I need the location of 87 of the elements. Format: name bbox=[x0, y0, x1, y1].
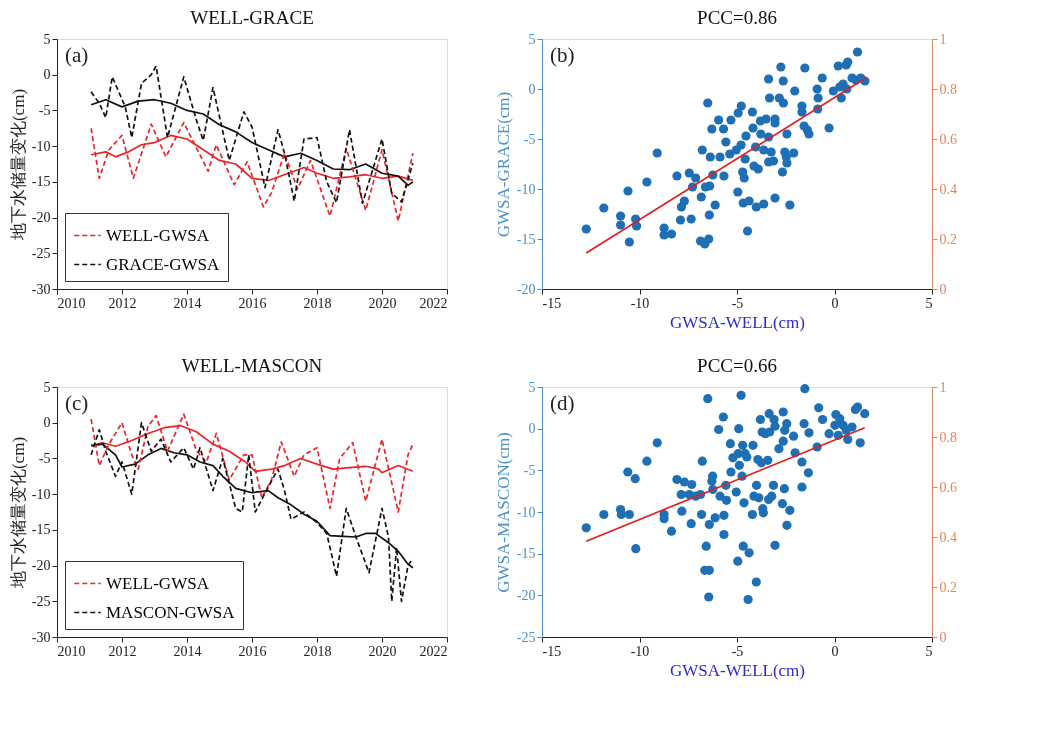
y-tick-label: 0 bbox=[43, 415, 51, 431]
x-tick-label: 2012 bbox=[108, 295, 137, 311]
x-tick-label: 2016 bbox=[238, 295, 267, 311]
y2-tick-label: 0.6 bbox=[939, 479, 957, 495]
y2-tick-label: 0.8 bbox=[939, 81, 957, 97]
line-series bbox=[90, 421, 414, 603]
line-series bbox=[90, 65, 414, 205]
y-tick-label: 0 bbox=[43, 67, 51, 83]
annotation: (b) bbox=[550, 43, 575, 67]
y-tick-label: -20 bbox=[31, 558, 51, 574]
x-tick-label: -15 bbox=[542, 295, 562, 311]
y2-tick-label: 0.2 bbox=[939, 231, 957, 247]
annotation: (a) bbox=[65, 43, 89, 67]
y-axis-title: 地下水储量变化(cm) bbox=[8, 88, 28, 242]
x-tick-label: 2020 bbox=[368, 295, 397, 311]
y-axis-title: 地下水储量变化(cm) bbox=[8, 436, 28, 590]
y-tick-label: 5 bbox=[528, 379, 536, 395]
x-tick-label: 0 bbox=[831, 643, 839, 659]
x-tick-label: 2016 bbox=[238, 643, 267, 659]
y-tick-label: 0 bbox=[528, 81, 536, 97]
y2-tick-label: 0.4 bbox=[939, 529, 957, 545]
y-tick-label: -10 bbox=[516, 504, 536, 520]
x-tick-label: 5 bbox=[925, 295, 933, 311]
y-tick-label: -20 bbox=[516, 281, 536, 297]
annotation: (d) bbox=[550, 391, 575, 415]
y-tick-label: -25 bbox=[31, 593, 51, 609]
chart-title: WELL-GRACE bbox=[190, 7, 314, 28]
x-tick-label: 2012 bbox=[108, 643, 137, 659]
x-tick-label: 2014 bbox=[173, 295, 202, 311]
y-tick-label: 5 bbox=[43, 31, 51, 47]
x-tick-label: -5 bbox=[731, 295, 744, 311]
x-tick-label: 2010 bbox=[57, 295, 86, 311]
legend-label: GRACE-GWSA bbox=[106, 254, 221, 274]
y2-tick-label: 1 bbox=[939, 31, 947, 47]
y-axis-title: GWSA-GRACE(cm) bbox=[493, 91, 513, 238]
x-tick-label: 2010 bbox=[57, 643, 86, 659]
x-tick-label: 0 bbox=[831, 295, 839, 311]
legend-label: MASCON-GWSA bbox=[106, 602, 236, 622]
y-tick-label: -5 bbox=[523, 462, 536, 478]
y-tick-label: 5 bbox=[528, 31, 536, 47]
y-tick-label: -15 bbox=[516, 231, 536, 247]
y2-tick-label: 0 bbox=[939, 629, 947, 645]
chart-title: PCC=0.66 bbox=[697, 355, 777, 376]
annotation: (c) bbox=[65, 391, 89, 415]
chart-title: WELL-MASCON bbox=[181, 355, 323, 376]
line-series bbox=[90, 121, 414, 222]
y-tick-label: -5 bbox=[38, 450, 51, 466]
y2-tick-label: 1 bbox=[939, 379, 947, 395]
y-tick-label: -10 bbox=[516, 181, 536, 197]
y-axis-title: GWSA-MASCON(cm) bbox=[493, 432, 513, 593]
y-tick-label: -15 bbox=[516, 546, 536, 562]
x-tick-label: 5 bbox=[925, 643, 933, 659]
y-tick-label: -15 bbox=[31, 522, 51, 538]
x-tick-label: -10 bbox=[630, 643, 650, 659]
y-tick-label: -10 bbox=[31, 138, 51, 154]
x-tick-label: 2022 bbox=[419, 295, 448, 311]
y-tick-label: -15 bbox=[31, 174, 51, 190]
x-tick-label: -10 bbox=[630, 295, 650, 311]
y-tick-label: -10 bbox=[31, 486, 51, 502]
line-series bbox=[90, 413, 414, 513]
x-axis-title: GWSA-WELL(cm) bbox=[669, 660, 806, 680]
legend-label: WELL-GWSA bbox=[106, 573, 210, 593]
y-tick-label: -20 bbox=[516, 587, 536, 603]
y-tick-label: -30 bbox=[31, 281, 51, 297]
x-tick-label: 2020 bbox=[368, 643, 397, 659]
x-tick-label: 2022 bbox=[419, 643, 448, 659]
x-tick-label: 2018 bbox=[303, 643, 332, 659]
y-tick-label: -5 bbox=[523, 131, 536, 147]
y2-tick-label: 0 bbox=[939, 281, 947, 297]
y-tick-label: -25 bbox=[516, 629, 536, 645]
x-tick-label: -15 bbox=[542, 643, 562, 659]
y-tick-label: 5 bbox=[43, 379, 51, 395]
y-tick-label: -25 bbox=[31, 245, 51, 261]
x-tick-label: -5 bbox=[731, 643, 744, 659]
x-tick-label: 2014 bbox=[173, 643, 202, 659]
y-tick-label: -30 bbox=[31, 629, 51, 645]
chart-title: PCC=0.86 bbox=[697, 7, 777, 28]
y-tick-label: -20 bbox=[31, 210, 51, 226]
y2-tick-label: 0.8 bbox=[939, 429, 957, 445]
y-tick-label: -5 bbox=[38, 102, 51, 118]
y2-tick-label: 0.2 bbox=[939, 579, 957, 595]
x-tick-label: 2018 bbox=[303, 295, 332, 311]
y2-tick-label: 0.4 bbox=[939, 181, 957, 197]
x-axis-title: GWSA-WELL(cm) bbox=[669, 312, 806, 332]
y-tick-label: 0 bbox=[528, 421, 536, 437]
y2-tick-label: 0.6 bbox=[939, 131, 957, 147]
legend-label: WELL-GWSA bbox=[106, 225, 210, 245]
